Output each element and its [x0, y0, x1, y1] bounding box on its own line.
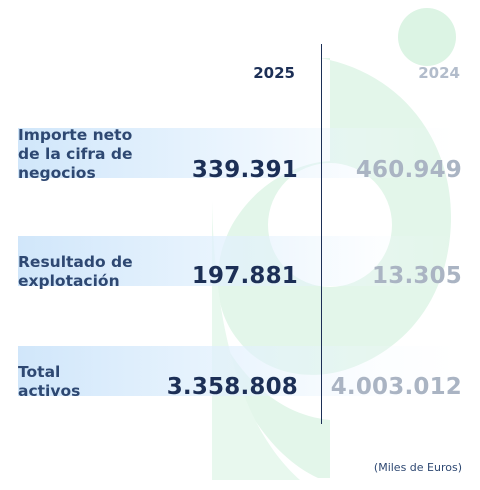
column-divider	[321, 44, 322, 424]
units-note: (Miles de Euros)	[373, 461, 462, 474]
metric-label-operating-result: Resultado de explotación	[18, 253, 133, 290]
metric-value-revenue-current: 339.391	[191, 157, 298, 183]
metric-value-total-assets-previous: 4.003.012	[330, 374, 462, 400]
metric-value-total-assets-current: 3.358.808	[166, 374, 298, 400]
metric-band	[18, 236, 458, 286]
metric-label-revenue: Importe neto de la cifra de negocios	[18, 126, 133, 182]
metric-band	[18, 346, 458, 396]
year-current: 2025	[253, 64, 295, 82]
metric-band	[18, 128, 458, 178]
metric-label-total-assets: Total activos	[18, 363, 81, 400]
year-previous: 2024	[418, 64, 460, 82]
metric-value-operating-result-previous: 13.305	[372, 263, 462, 289]
metric-value-revenue-previous: 460.949	[355, 157, 462, 183]
metric-value-operating-result-current: 197.881	[191, 263, 298, 289]
